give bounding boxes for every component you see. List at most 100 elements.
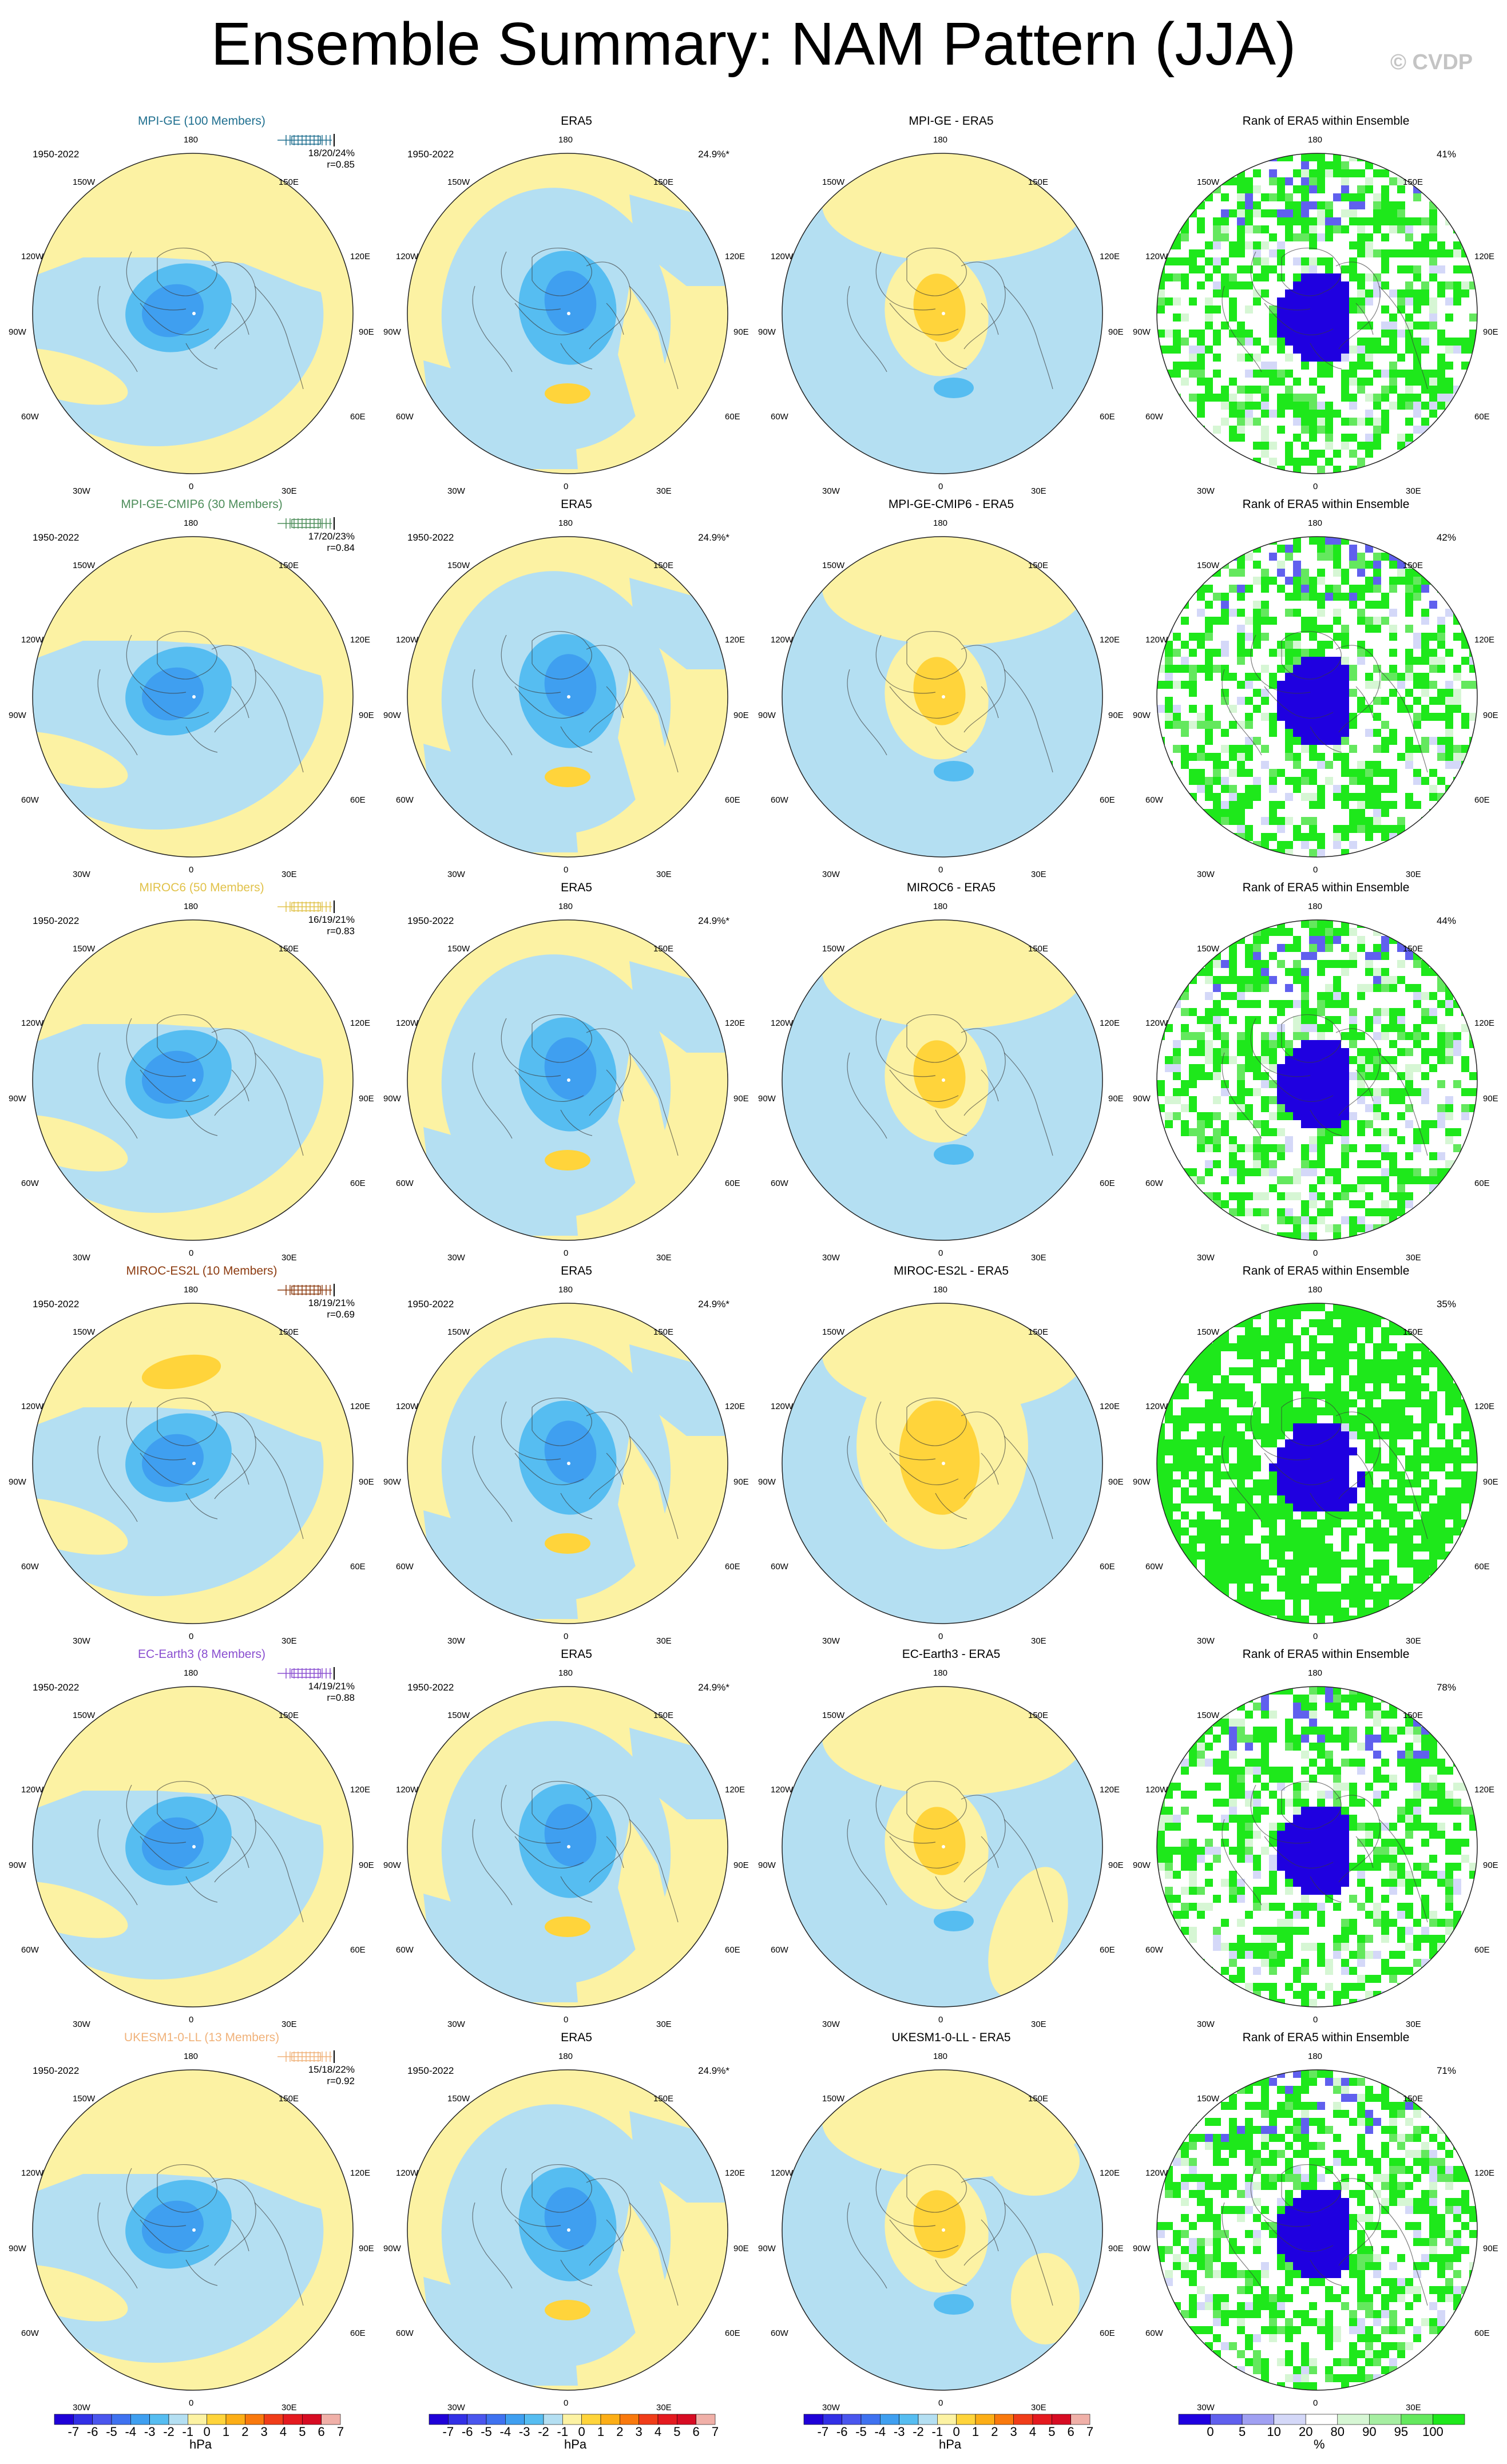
lon-label-ll: 60W [771, 1945, 788, 1955]
lon-label-r: 90E [1108, 2244, 1124, 2253]
lon-label-lr: 60E [725, 795, 740, 805]
colorbar-tick-label: 1 [223, 2425, 229, 2439]
lon-label-ul: 150W [1197, 2094, 1220, 2104]
lon-label-ml: 120W [771, 252, 794, 261]
lon-label-mr: 120E [1474, 635, 1495, 645]
era5-pct-explained: 24.9%* [698, 1682, 729, 1693]
lon-label-bottom: 0 [1313, 482, 1318, 491]
colorbar-swatch [823, 2414, 842, 2425]
model-panel: MIROC6 (50 Members) 1950-2022 16/19/21% r=0… [9, 881, 389, 1263]
lon-label-l: 90W [758, 2244, 776, 2253]
lon-label-l: 90W [758, 327, 776, 337]
colorbar-tick-label: 2 [991, 2425, 998, 2439]
lon-label-l: 90W [9, 711, 26, 720]
lon-label-ur: 150E [1403, 2094, 1423, 2104]
lon-label-top: 180 [558, 2052, 573, 2061]
lon-label-l: 90W [9, 1477, 26, 1487]
colorbar-tick-label: 1 [972, 2425, 979, 2439]
colorbar-tick-label: 95 [1394, 2425, 1408, 2439]
lon-label-br: 30E [656, 870, 672, 879]
lon-label-ll: 60W [1145, 412, 1163, 422]
colorbar-swatch [1070, 2414, 1090, 2425]
lon-label-l: 90W [383, 711, 401, 720]
lon-label-l: 90W [758, 1860, 776, 1870]
lon-label-lr: 60E [350, 1179, 366, 1188]
lon-label-br: 30E [656, 2403, 672, 2413]
lon-label-lr: 60E [350, 1562, 366, 1572]
colorbar-tick-label: 6 [693, 2425, 700, 2439]
lon-label-bottom: 0 [938, 865, 943, 875]
colorbar-swatch [842, 2414, 862, 2425]
lon-label-lr: 60E [350, 795, 366, 805]
lon-label-r: 90E [359, 711, 374, 720]
colorbar-swatch [1369, 2414, 1402, 2425]
lon-label-bl: 30W [822, 2019, 840, 2029]
lon-label-br: 30E [1406, 486, 1421, 496]
lon-label-lr: 60E [1474, 1179, 1490, 1188]
lon-label-bottom: 0 [938, 482, 943, 491]
lon-label-r: 90E [359, 1860, 374, 1870]
lon-label-ul: 150W [73, 1711, 96, 1720]
model-panel: MPI-GE-CMIP6 (30 Members) 1950-2022 17/20/… [9, 498, 389, 879]
lon-label-bl: 30W [1197, 870, 1215, 879]
difference-panel: MPI-GE-CMIP6 - ERA5 180 0 150W 150E 120W 120E 9… [758, 498, 1139, 879]
lon-label-lr: 60E [1474, 1562, 1490, 1572]
lon-label-mr: 120E [350, 635, 371, 645]
lon-label-ll: 60W [21, 1945, 39, 1955]
lon-label-ul: 150W [447, 2094, 470, 2104]
colorbar-hpa: -7 -6 -5 -4 -3 -2 -1 0 1 2 3 4 5 6 7 hPa [429, 2414, 727, 2451]
lon-label-bottom: 0 [564, 865, 569, 875]
model-panel: EC-Earth3 (8 Members) 1950-2022 14/19/21% r… [9, 1648, 389, 2029]
lon-label-bl: 30W [447, 2403, 465, 2413]
lon-label-l: 90W [758, 1477, 776, 1487]
lon-label-ur: 150E [653, 944, 674, 954]
difference-title: MIROC6 - ERA5 [906, 881, 996, 894]
pattern-correlation: r=0.85 [327, 159, 355, 170]
difference-panel: EC-Earth3 - ERA5 180 0 150W 150E 120W 120E 90W 9… [758, 1648, 1139, 2029]
colorbar-unit: % [1314, 2437, 1325, 2451]
lon-label-top: 180 [933, 2052, 948, 2061]
lon-label-ul: 150W [1197, 1327, 1220, 1337]
colorbar-swatch [1433, 2414, 1465, 2425]
colorbar-swatch [975, 2414, 995, 2425]
difference-title: UKESM1-0-LL - ERA5 [891, 2031, 1011, 2044]
colorbar-swatch [899, 2414, 919, 2425]
lon-label-mr: 120E [725, 1402, 745, 1411]
lon-label-br: 30E [656, 1636, 672, 1646]
lon-label-ml: 120W [771, 635, 794, 645]
lon-label-bl: 30W [447, 1253, 465, 1263]
lon-label-l: 90W [1133, 711, 1151, 720]
period-label: 1950-2022 [407, 149, 454, 160]
colorbar-tick-label: -6 [462, 2425, 473, 2439]
lon-label-br: 30E [656, 2019, 672, 2029]
lon-label-br: 30E [1406, 1636, 1421, 1646]
polar-map [32, 1303, 354, 1624]
lon-label-top: 180 [933, 518, 948, 528]
colorbar-tick-label: 3 [261, 2425, 268, 2439]
colorbar-hpa: -7 -6 -5 -4 -3 -2 -1 0 1 2 3 4 5 6 7 hPa [54, 2414, 352, 2451]
lon-label-l: 90W [9, 1860, 26, 1870]
lon-label-r: 90E [733, 1477, 749, 1487]
lon-label-lr: 60E [725, 1945, 740, 1955]
lon-label-br: 30E [656, 1253, 672, 1263]
lon-label-ml: 120W [21, 1018, 44, 1028]
lon-label-bottom: 0 [1313, 2015, 1318, 2025]
pattern-correlation: r=0.69 [327, 1309, 355, 1320]
lon-label-l: 90W [383, 2244, 401, 2253]
colorbar-tick-label: 80 [1331, 2425, 1345, 2439]
model-panel: MPI-GE (100 Members) 1950-2022 18/20/24% r=… [9, 114, 389, 496]
lon-label-bottom: 0 [564, 1632, 569, 1641]
lon-label-bl: 30W [822, 486, 840, 496]
colorbar-tick-label: 0 [204, 2425, 211, 2439]
polar-map [782, 536, 1103, 858]
lon-label-r: 90E [1108, 711, 1124, 720]
lon-label-ml: 120W [771, 2168, 794, 2178]
lon-label-ll: 60W [396, 412, 414, 422]
rank-title: Rank of ERA5 within Ensemble [1242, 1264, 1410, 1277]
rank-title: Rank of ERA5 within Ensemble [1242, 2031, 1410, 2044]
lon-label-mr: 120E [1474, 2168, 1495, 2178]
model-title: MPI-GE (100 Members) [138, 114, 265, 128]
era5-title: ERA5 [561, 1648, 592, 1661]
lon-label-ul: 150W [447, 1327, 470, 1337]
rank-panel: Rank of ERA5 within Ensemble 42% 180 0 150W 1… [1133, 498, 1507, 879]
